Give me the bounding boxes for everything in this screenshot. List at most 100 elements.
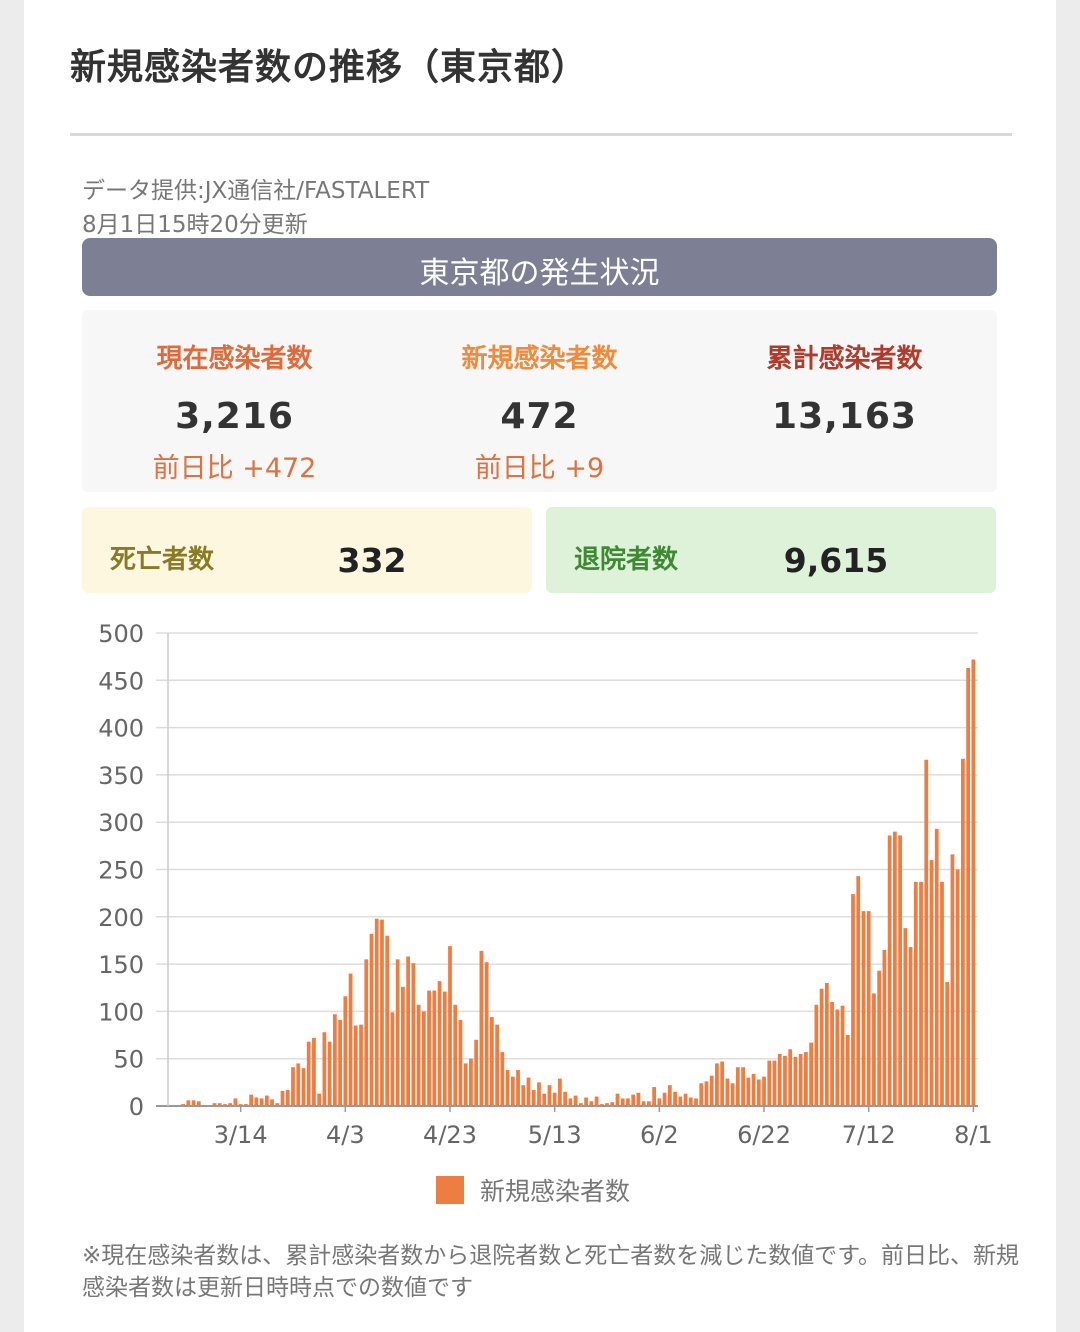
bar	[594, 1096, 599, 1106]
title-divider	[70, 133, 1012, 136]
bar	[406, 956, 411, 1106]
bar	[819, 988, 824, 1106]
bar	[793, 1056, 798, 1106]
bar	[411, 963, 416, 1106]
data-provider: データ提供:JX通信社/FASTALERT	[82, 178, 430, 204]
page-title: 新規感染者数の推移（東京都）	[70, 47, 589, 88]
bar	[427, 990, 431, 1106]
bar	[955, 869, 960, 1106]
bar	[940, 881, 944, 1106]
bar	[573, 1095, 578, 1106]
bar	[605, 1103, 609, 1106]
y-tick-label: 0	[129, 1093, 144, 1121]
bar	[552, 1092, 557, 1106]
bar	[641, 1101, 646, 1106]
bar	[280, 1090, 285, 1106]
stat-new-delta: 前日比 +9	[474, 453, 605, 484]
bar	[270, 1099, 274, 1106]
bar	[348, 973, 353, 1106]
bar	[751, 1073, 756, 1106]
bar	[453, 1004, 458, 1106]
bar	[683, 1093, 688, 1106]
bar	[882, 949, 887, 1106]
bar	[578, 1103, 583, 1106]
bar	[720, 1061, 725, 1106]
stat-current-value: 3,216	[175, 396, 294, 437]
bar	[762, 1076, 766, 1106]
bar	[254, 1097, 259, 1106]
bar	[961, 758, 965, 1106]
bar	[380, 919, 384, 1106]
bar	[934, 828, 939, 1106]
bar	[615, 1093, 620, 1106]
bar	[526, 1077, 531, 1106]
bar	[589, 1101, 594, 1106]
x-tick-label: 5/13	[528, 1121, 582, 1149]
bar	[667, 1085, 672, 1106]
stat-current-label: 現在感染者数	[156, 344, 313, 374]
status-header: 東京都の発生状況	[82, 238, 997, 296]
bar	[442, 991, 447, 1106]
y-tick-label: 350	[98, 762, 144, 790]
x-tick-label: 3/14	[214, 1121, 268, 1149]
bar	[872, 993, 876, 1106]
bar	[767, 1060, 772, 1106]
legend-swatch	[436, 1176, 464, 1204]
x-tick-label: 8/1	[954, 1121, 993, 1149]
bar	[971, 659, 976, 1106]
stats-summary: 現在感染者数 3,216 前日比 +472 新規感染者数 472 前日比 +9 …	[82, 310, 997, 492]
deaths-label: 死亡者数	[110, 545, 215, 575]
bar	[945, 982, 950, 1106]
bar	[861, 911, 866, 1106]
x-tick-label: 4/3	[326, 1121, 365, 1149]
bar	[735, 1067, 740, 1106]
bar	[730, 1083, 735, 1106]
y-tick-label: 450	[98, 667, 144, 695]
bar	[662, 1092, 667, 1106]
discharged-label: 退院者数	[574, 545, 679, 575]
x-tick-label: 6/22	[737, 1121, 791, 1149]
new-cases-bar-chart: 0 50 100 150 200 250 300 350 400 450 500 3/14 4/3 4/2…	[98, 620, 993, 1149]
bar	[390, 1012, 395, 1106]
bar	[401, 986, 405, 1106]
bar	[228, 1103, 233, 1106]
bar	[369, 933, 374, 1106]
bar	[301, 1068, 306, 1106]
bar	[715, 1063, 719, 1106]
bar	[814, 1004, 819, 1106]
bar	[563, 1091, 568, 1106]
bar	[500, 1052, 505, 1106]
bar	[359, 1024, 363, 1106]
x-tick-label: 7/12	[842, 1121, 896, 1149]
deaths-value: 332	[337, 541, 407, 580]
bar	[285, 1089, 290, 1106]
bar	[830, 1001, 834, 1106]
stat-new-label: 新規感染者数	[461, 344, 618, 374]
bar	[505, 1070, 510, 1106]
bar	[537, 1082, 541, 1106]
bar	[924, 759, 929, 1106]
bar	[244, 1104, 248, 1106]
y-tick-label: 250	[98, 857, 144, 885]
bar	[777, 1053, 782, 1106]
bar	[458, 1019, 463, 1106]
bar	[966, 668, 971, 1106]
bar	[233, 1098, 238, 1106]
bar	[364, 959, 369, 1106]
stat-new-infected: 新規感染者数 472 前日比 +9	[387, 310, 692, 492]
bar	[809, 1042, 814, 1106]
bar	[877, 970, 882, 1106]
bar	[746, 1077, 751, 1106]
bar	[756, 1079, 761, 1106]
bar	[196, 1101, 201, 1106]
bar	[332, 1014, 337, 1106]
bar	[479, 950, 484, 1106]
bar	[484, 962, 489, 1106]
bar	[845, 1035, 850, 1106]
bar	[673, 1091, 677, 1106]
bar	[312, 1037, 316, 1106]
y-tick-label: 50	[113, 1046, 144, 1074]
bar	[202, 1105, 206, 1106]
bar	[798, 1053, 803, 1106]
bar	[704, 1081, 709, 1106]
